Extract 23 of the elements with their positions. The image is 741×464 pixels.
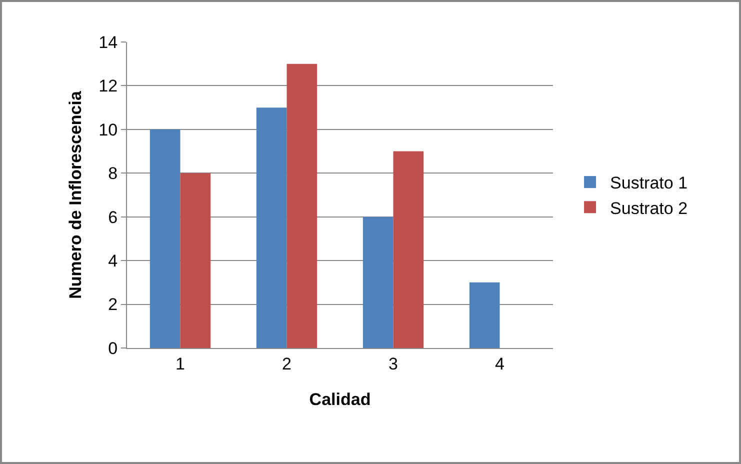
y-tick-label: 8 [108,164,118,184]
x-axis-title: Calidad [309,390,371,409]
legend-label: Sustrato 1 [610,174,688,193]
y-tick-label: 6 [108,208,118,227]
legend-label: Sustrato 2 [610,198,688,218]
y-tick-label: 2 [108,295,118,314]
x-tick-label: 2 [282,354,292,374]
y-tick-label: 10 [98,120,118,140]
y-tick-label: 14 [98,32,118,52]
bar [286,64,318,348]
bar [362,216,394,348]
bar [150,129,180,348]
x-tick-label: 3 [388,354,398,374]
y-tick-label: 12 [98,76,118,96]
y-axis-title: Numero de Inflorescencia [66,90,86,299]
x-tick-label: 4 [495,354,504,374]
bar [180,173,211,348]
y-tick-label: 4 [108,252,118,271]
bar [393,151,424,348]
y-tick-label: 0 [108,338,118,358]
x-tick-label: 1 [176,354,185,374]
bar [469,282,500,348]
bar [256,108,287,348]
